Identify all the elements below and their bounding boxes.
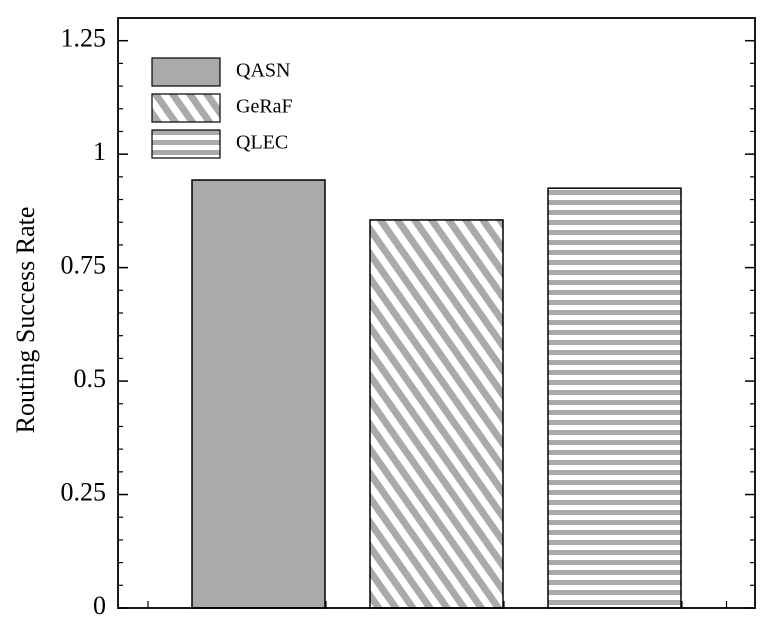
legend-label: QASN — [236, 60, 290, 82]
y-tick-label: 1 — [93, 137, 106, 166]
legend-label: GeRaF — [236, 96, 293, 118]
y-axis-label: Routing Success Rate — [11, 207, 40, 434]
bar — [191, 179, 326, 609]
legend-swatch — [151, 57, 221, 87]
y-tick-label: 1.25 — [61, 24, 107, 53]
y-tick-label: 0.75 — [61, 251, 107, 280]
y-tick-label: 0 — [93, 591, 106, 620]
y-tick-label: 0.5 — [74, 364, 107, 393]
legend-swatch — [151, 93, 221, 123]
bar — [547, 187, 682, 609]
legend-label: QLEC — [236, 132, 288, 154]
legend-swatch — [151, 129, 221, 159]
y-tick-label: 0.25 — [61, 478, 107, 507]
plot-frame — [117, 17, 756, 609]
bar — [369, 219, 504, 609]
